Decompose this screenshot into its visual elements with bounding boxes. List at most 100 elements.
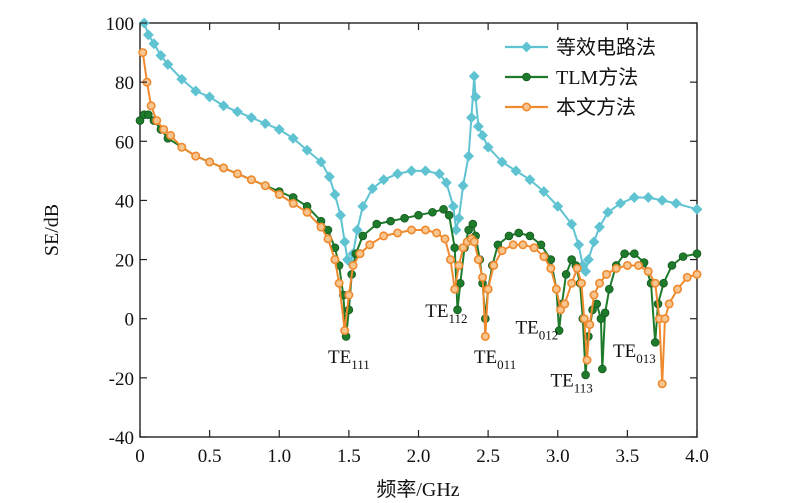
data-point bbox=[453, 212, 465, 224]
data-point bbox=[432, 228, 442, 238]
series-line bbox=[143, 22, 698, 273]
legend-label: TLM方法 bbox=[556, 66, 638, 89]
data-point bbox=[428, 207, 437, 217]
data-point bbox=[601, 269, 611, 279]
x-tick-label: 4.0 bbox=[685, 446, 709, 467]
data-point bbox=[152, 116, 162, 126]
data-point bbox=[659, 278, 668, 288]
data-point bbox=[458, 243, 468, 253]
data-point bbox=[634, 260, 644, 270]
data-point bbox=[260, 181, 270, 191]
mode-label: TE013 bbox=[613, 341, 656, 366]
data-point bbox=[678, 252, 688, 261]
data-point bbox=[393, 228, 403, 238]
data-point bbox=[457, 180, 469, 192]
data-point bbox=[573, 239, 585, 251]
data-point bbox=[414, 210, 423, 220]
y-tick-label: 80 bbox=[115, 73, 134, 94]
data-point bbox=[439, 205, 448, 214]
data-point bbox=[604, 284, 614, 294]
data-point bbox=[660, 314, 670, 324]
data-point bbox=[155, 50, 167, 61]
data-point bbox=[144, 110, 153, 119]
x-tick-label: 2.5 bbox=[476, 446, 500, 467]
data-point bbox=[468, 70, 480, 82]
data-point bbox=[525, 231, 535, 241]
data-point bbox=[529, 243, 539, 253]
data-point bbox=[473, 255, 483, 265]
legend-item-2: TLM方法 bbox=[505, 66, 638, 89]
data-point bbox=[378, 174, 390, 186]
data-point bbox=[480, 331, 490, 341]
data-point bbox=[176, 73, 188, 85]
data-point bbox=[315, 156, 327, 168]
data-point bbox=[273, 124, 285, 135]
data-point bbox=[323, 234, 333, 244]
data-point bbox=[166, 130, 176, 140]
legend-marker bbox=[522, 72, 531, 82]
data-point bbox=[551, 284, 561, 294]
data-point bbox=[464, 225, 473, 235]
data-point bbox=[643, 266, 653, 276]
data-point bbox=[664, 299, 674, 309]
data-point bbox=[538, 186, 550, 197]
data-point bbox=[572, 263, 582, 273]
data-point bbox=[367, 183, 378, 195]
mode-label: TE113 bbox=[551, 371, 593, 396]
data-point bbox=[614, 197, 626, 209]
y-tick-label: 0 bbox=[125, 310, 135, 331]
data-point bbox=[259, 118, 271, 129]
data-point bbox=[340, 326, 350, 336]
data-point bbox=[392, 168, 404, 180]
y-tick-label: 40 bbox=[115, 191, 134, 212]
data-point bbox=[406, 165, 417, 177]
data-point bbox=[274, 190, 284, 200]
data-point bbox=[444, 210, 454, 220]
series-layer bbox=[135, 17, 703, 389]
data-point bbox=[477, 129, 488, 141]
data-point bbox=[508, 240, 518, 250]
data-point bbox=[579, 314, 589, 324]
data-point bbox=[642, 192, 654, 203]
legend-item-3: 本文方法 bbox=[505, 96, 636, 119]
data-point bbox=[483, 284, 493, 294]
data-point bbox=[454, 260, 464, 270]
data-point bbox=[510, 165, 522, 177]
x-tick-label: 0.5 bbox=[198, 446, 222, 467]
data-point bbox=[323, 171, 335, 183]
data-point bbox=[232, 106, 243, 118]
y-tick-label: 60 bbox=[115, 132, 134, 153]
data-point bbox=[450, 243, 460, 253]
x-axis-title: 频率/GHz bbox=[376, 478, 459, 501]
data-point bbox=[440, 234, 450, 244]
data-point bbox=[301, 144, 313, 156]
mode-label: TE011 bbox=[474, 347, 516, 372]
data-point bbox=[190, 85, 202, 97]
y-tick-label: -40 bbox=[109, 428, 134, 449]
data-point bbox=[365, 240, 375, 250]
data-point bbox=[204, 91, 216, 103]
data-point bbox=[344, 290, 354, 300]
data-point bbox=[450, 284, 460, 294]
data-point bbox=[302, 207, 312, 217]
data-point bbox=[630, 249, 639, 258]
y-axis-title: SE/dB bbox=[41, 204, 63, 256]
data-point bbox=[628, 192, 640, 203]
data-point bbox=[348, 260, 358, 270]
data-point bbox=[496, 156, 508, 168]
data-point bbox=[205, 157, 215, 167]
data-point bbox=[142, 29, 154, 41]
data-point bbox=[493, 240, 503, 250]
series-1 bbox=[138, 17, 703, 277]
data-point bbox=[358, 231, 368, 241]
data-point bbox=[472, 121, 484, 132]
data-point bbox=[148, 38, 160, 50]
data-point bbox=[357, 200, 369, 212]
data-point bbox=[673, 284, 683, 294]
data-point bbox=[482, 141, 494, 153]
legend-label: 等效电路法 bbox=[556, 36, 656, 59]
data-point bbox=[135, 116, 145, 125]
data-point bbox=[162, 58, 174, 70]
data-point bbox=[561, 270, 571, 279]
data-point bbox=[514, 228, 524, 238]
